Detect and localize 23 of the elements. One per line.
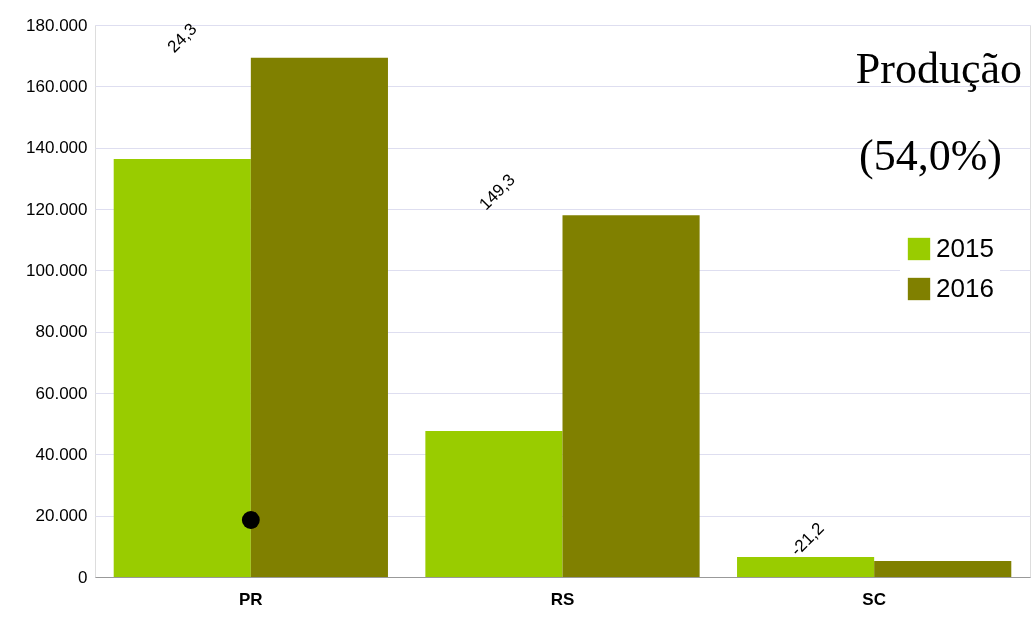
y-tick-label: 100.000 [26,260,88,280]
x-tick-label: PR [239,589,263,609]
chart-title: Produção [855,44,1022,93]
y-tick-label: 60.000 [35,383,88,403]
bar [737,557,875,577]
bar [562,215,700,577]
bar [425,431,563,577]
text: (54,0%) [859,131,1002,180]
y-tick-label: 180.000 [26,15,88,35]
y-tick-label: 160.000 [26,76,88,96]
y-tick-label: 140.000 [26,138,88,158]
legend-label: 2015 [936,233,994,263]
bar [874,561,1012,577]
bar [250,57,388,577]
y-tick-label: 80.000 [35,322,88,342]
bar [113,159,251,577]
x-tick-label: RS [550,589,575,609]
x-tick-label: SC [862,589,886,609]
y-tick-label: 20.000 [35,506,88,526]
legend-label: 2016 [936,273,994,303]
y-tick-label: 120.000 [26,199,88,219]
y-tick-label: 0 [78,567,88,587]
y-tick-label: 40.000 [35,444,88,464]
